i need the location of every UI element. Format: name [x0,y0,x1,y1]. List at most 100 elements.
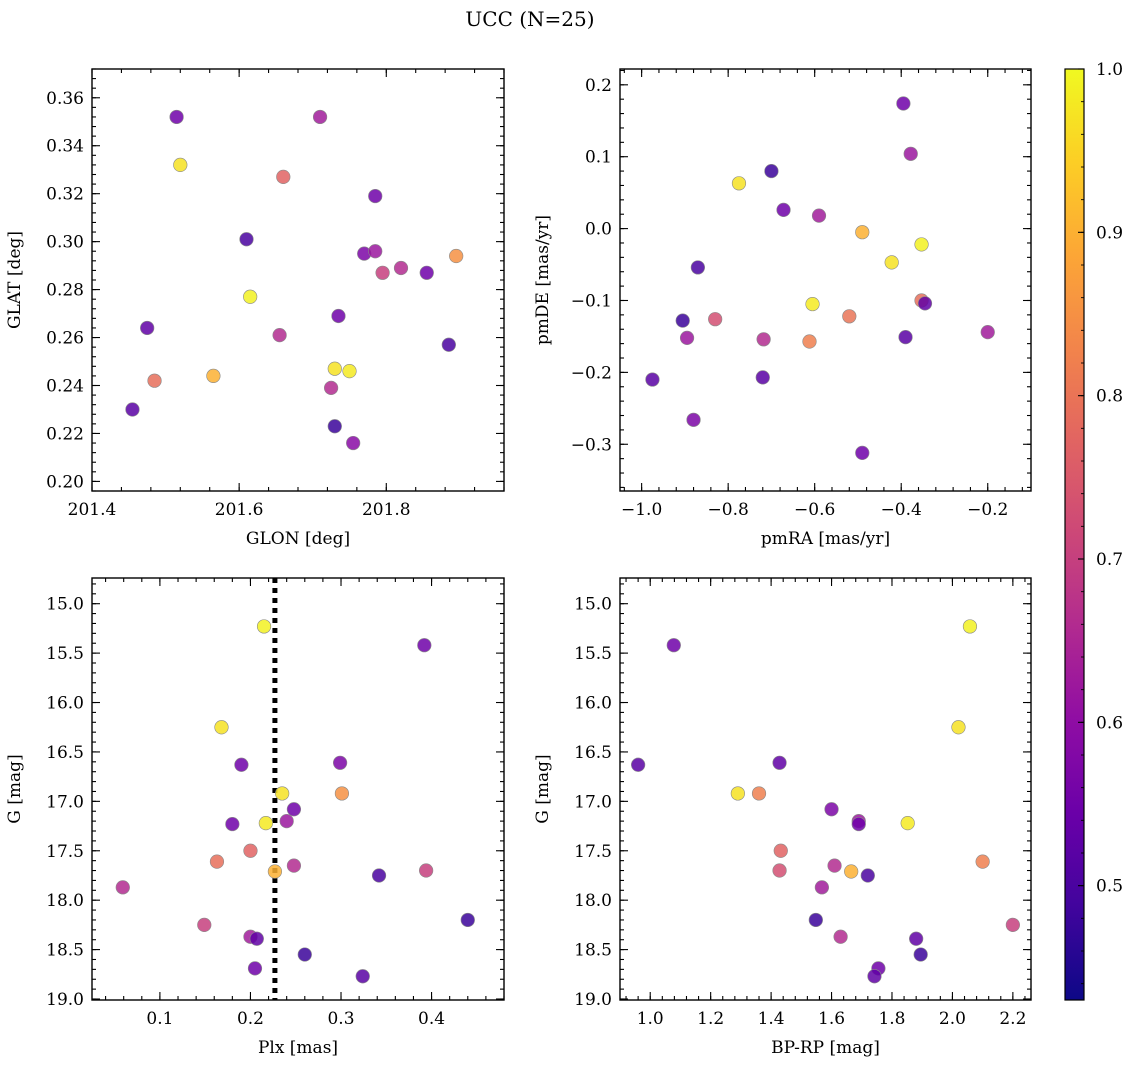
data-point [258,815,273,831]
y-tick-label: 17.5 [46,842,84,862]
x-tick-label: −0.4 [881,500,922,520]
y-tick-label: 0.24 [46,377,84,397]
data-point [917,296,933,311]
data-point [239,232,254,247]
data-point [824,802,839,817]
y-tick-label: 0.20 [46,472,84,492]
y-tick-label: 0.22 [46,424,84,444]
axes-frame [91,577,505,1001]
data-point [686,412,701,427]
x-tick-label: 201.6 [215,500,264,520]
y-tick-label: 15.5 [574,644,612,664]
data-point [756,332,771,347]
data-point [764,163,779,179]
y-tick-label: 0.32 [46,185,84,205]
data-point [666,638,681,653]
x-tick-label: −0.6 [794,500,835,520]
data-point [884,255,899,270]
y-tick-label: 0.0 [585,220,612,240]
data-point [279,814,294,829]
data-point [776,202,791,218]
x-tick-label: 1.0 [637,1009,664,1029]
y-tick-label: 18.0 [46,891,84,911]
data-point [346,435,361,451]
data-point [206,368,221,384]
y-tick-label: 0.1 [585,148,612,168]
colorbar-tick-label: 0.7 [1096,550,1123,570]
x-tick-label: 0.1 [146,1009,173,1029]
data-point [805,296,820,312]
y-tick-label: 17.0 [574,792,612,812]
x-tick-label: 0.3 [327,1009,354,1029]
data-point [903,146,918,161]
data-point [312,109,328,125]
x-axis-label: GLON [deg] [246,529,350,549]
data-point [690,260,705,275]
data-point [675,313,690,328]
data-point [1005,917,1020,932]
data-point [730,786,745,801]
colorbar: 0.5 0.6 0.7 0.8 0.9 1.0 [1064,60,1123,1001]
data-point [209,854,225,869]
data-point [909,931,924,946]
figure-title: UCC (N=25) [465,7,594,31]
data-point [375,265,390,280]
data-point [140,320,155,336]
data-point [914,237,929,252]
data-point [368,244,383,259]
x-tick-label: 1.6 [818,1009,845,1029]
data-point [860,868,875,883]
x-tick-label: −0.2 [967,500,1008,520]
data-point [842,309,857,324]
data-point [898,330,913,345]
y-tick-label: −0.3 [571,435,612,455]
data-point [214,720,229,735]
data-point [449,248,464,264]
data-point [286,802,302,817]
x-tick-label: 2.2 [999,1009,1026,1029]
data-point [334,786,350,801]
data-point [243,289,258,304]
data-point [833,929,848,944]
data-point [173,157,188,173]
data-point [267,864,283,879]
data-point [731,176,747,191]
y-tick-label: 15.0 [574,595,612,615]
y-tick-label: 15.5 [46,644,84,664]
data-point [896,96,911,111]
data-point [855,445,870,460]
y-tick-label: 0.28 [46,281,84,301]
y-tick-label: −0.1 [571,291,612,311]
x-tick-label: 201.4 [68,500,117,520]
x-tick-label: −0.8 [708,500,749,520]
data-point [333,755,348,770]
data-point [327,419,342,434]
y-tick-label: 18.5 [46,941,84,961]
x-tick-label: 1.8 [878,1009,905,1029]
colorbar-tick-label: 0.9 [1096,223,1123,243]
x-tick-label: 0.4 [418,1009,445,1029]
scatter-panel-1: 201.4 201.6 201.8 0.20 0.22 0.24 0.26 0.28 0.30 0… [5,68,505,549]
x-tick-label: −1.0 [621,500,662,520]
axes-frame [91,68,505,492]
y-tick-label: 0.2 [585,76,612,96]
data-point [225,816,240,832]
data-point [855,225,870,240]
data-point [679,330,695,345]
data-point [286,858,302,873]
axes-frame [619,577,1032,1001]
data-point [441,337,456,352]
y-axis-label: GLAT [deg] [5,231,25,329]
data-point [951,720,966,735]
data-point [276,169,291,184]
y-axis-label: G [mag] [5,754,25,823]
x-tick-label: 2.0 [939,1009,966,1029]
data-point [962,619,978,634]
scatter-panel-4: 1.0 1.2 1.4 1.6 1.8 2.0 2.2 15.0 15.5 16.0 16.5 17.… [533,577,1032,1058]
colorbar-gradient [1064,68,1085,1001]
data-point [751,786,767,801]
x-axis-label: pmRA [mas/yr] [761,529,890,549]
y-tick-label: 18.5 [574,941,612,961]
data-point [900,815,915,831]
data-point [417,638,432,653]
